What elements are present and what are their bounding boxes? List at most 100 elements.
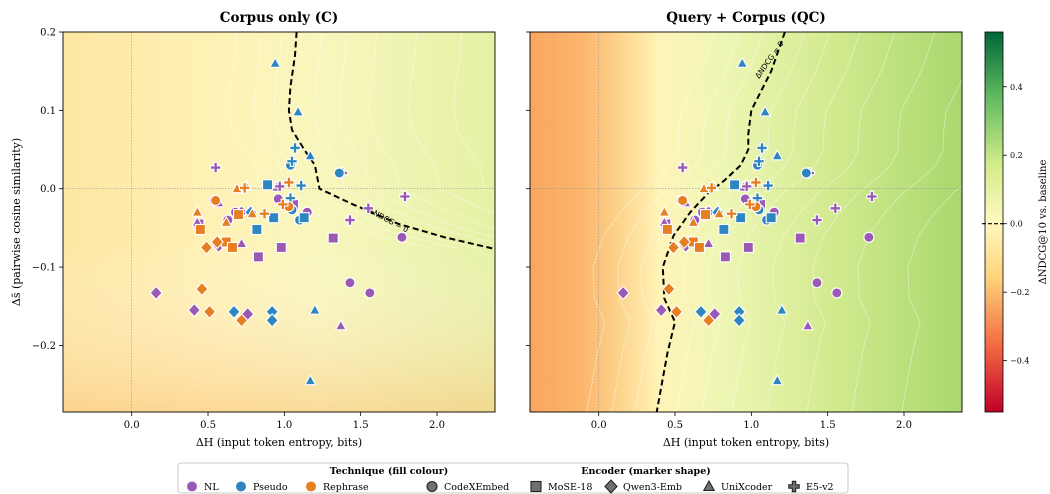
colorbar: 0.4 0.2 0.0 −0.2 −0.4 ΔNDCG@10 vs. baseline [982, 31, 1049, 413]
legend-encoder-label: Qwen3-Emb [623, 482, 682, 493]
x-tick-label: 2.0 [896, 420, 912, 431]
x-axis-label: ΔH (input token entropy, bits) [663, 436, 829, 449]
data-point [304, 149, 317, 161]
legend-encoder-label: UniXcoder [721, 482, 773, 493]
y-tick-label: −0.2 [32, 341, 56, 352]
data-point [658, 205, 671, 217]
colorbar-label: ΔNDCG@10 vs. baseline [1038, 160, 1049, 285]
x-tick-label: 0.5 [667, 420, 683, 431]
data-point [227, 304, 241, 320]
data-point [753, 155, 765, 168]
data-point [811, 214, 823, 226]
data-point [286, 155, 298, 168]
data-point [334, 319, 347, 331]
data-point [399, 190, 411, 203]
data-point [268, 212, 280, 224]
data-point [794, 232, 806, 244]
y-tick-label: 0.0 [40, 184, 56, 195]
data-point [654, 302, 669, 318]
data-point [661, 223, 673, 235]
data-point [666, 240, 681, 255]
colorbar-tick-label: 0.4 [1010, 83, 1023, 92]
data-point [210, 234, 224, 250]
data-point [699, 209, 712, 221]
contour-level [338, 32, 495, 238]
legend-technique-title: Technique (fill colour) [330, 466, 449, 477]
data-point [736, 56, 749, 68]
panel-title: Query + Corpus (QC) [666, 10, 826, 26]
contour-level [806, 32, 936, 412]
x-tick-label: 0.0 [591, 420, 607, 431]
y-tick-label: 0.1 [40, 106, 56, 117]
data-point [344, 214, 356, 226]
data-point [298, 212, 310, 224]
data-point [265, 313, 279, 328]
contour-level [676, 32, 806, 412]
contour-level [273, 32, 481, 250]
data-point [234, 313, 249, 328]
data-point [291, 105, 305, 117]
data-point [362, 202, 375, 215]
data-point [327, 232, 339, 244]
data-point [729, 179, 741, 191]
x-ticks: 0.0 0.5 1.0 1.5 2.0 [591, 412, 912, 431]
x-tick-label: 1.0 [743, 420, 759, 431]
data-point [829, 202, 842, 215]
data-point [283, 176, 295, 189]
data-point [771, 374, 784, 386]
data-point [718, 223, 730, 235]
legend-encoder-marker [702, 479, 716, 492]
data-point [220, 215, 233, 227]
data-point [811, 277, 823, 289]
data-point [304, 374, 317, 386]
x-tick-label: 1.5 [820, 420, 836, 431]
legend-encoder-marker [530, 480, 542, 493]
data-point [705, 182, 718, 194]
data-point [687, 215, 700, 227]
data-point [364, 287, 376, 299]
data-point [771, 149, 784, 161]
legend-technique-marker [306, 481, 316, 492]
data-point [694, 304, 708, 320]
data-point [269, 56, 282, 68]
x-ticks: 0.0 0.5 1.0 1.5 2.0 [124, 412, 445, 431]
data-point [262, 179, 274, 191]
data-point [741, 180, 753, 193]
x-tick-label: 1.0 [276, 420, 292, 431]
contour-level [408, 32, 495, 215]
y-axis-label: Δs̄ (pairwise cosine similarity) [10, 138, 23, 306]
plot-frame [62, 31, 496, 413]
panel-query-corpus: ΔNDCG = 0 0.0 0.5 1.0 1.5 2.0 Query + Corpus… [526, 10, 963, 449]
data-point [756, 142, 768, 154]
colorbar-gradient [984, 31, 1004, 413]
y-ticks [526, 31, 530, 346]
data-point [677, 234, 691, 250]
legend-encoder-marker [788, 480, 800, 493]
data-point [735, 212, 747, 224]
data-point [235, 236, 248, 249]
data-point [863, 231, 875, 243]
colorbar-ticks: 0.4 0.2 0.0 −0.2 −0.4 [1003, 83, 1029, 366]
y-tick-label: −0.1 [32, 263, 56, 274]
y-tick-label: 0.2 [40, 28, 56, 39]
x-tick-label: 1.5 [353, 420, 369, 431]
data-point [750, 176, 762, 189]
data-point [744, 198, 756, 211]
zero-contour-line [287, 32, 495, 250]
data-point [719, 251, 731, 263]
data-point [669, 304, 684, 320]
x-tick-label: 2.0 [429, 420, 445, 431]
legend-technique-label: Pseudo [253, 482, 288, 493]
scatter-points [149, 56, 411, 386]
data-point [732, 313, 746, 328]
data-point [702, 236, 715, 249]
legend-items: NL Pseudo Rephrase CodeXEmbed MoSE-18 Qwen3-E… [187, 479, 834, 494]
legend-encoder-label: MoSE-18 [548, 482, 592, 493]
data-point [258, 208, 271, 220]
data-point [289, 142, 301, 154]
data-point [742, 241, 754, 254]
legend-technique-marker [236, 481, 246, 492]
data-point [277, 198, 289, 211]
data-point [333, 167, 345, 179]
